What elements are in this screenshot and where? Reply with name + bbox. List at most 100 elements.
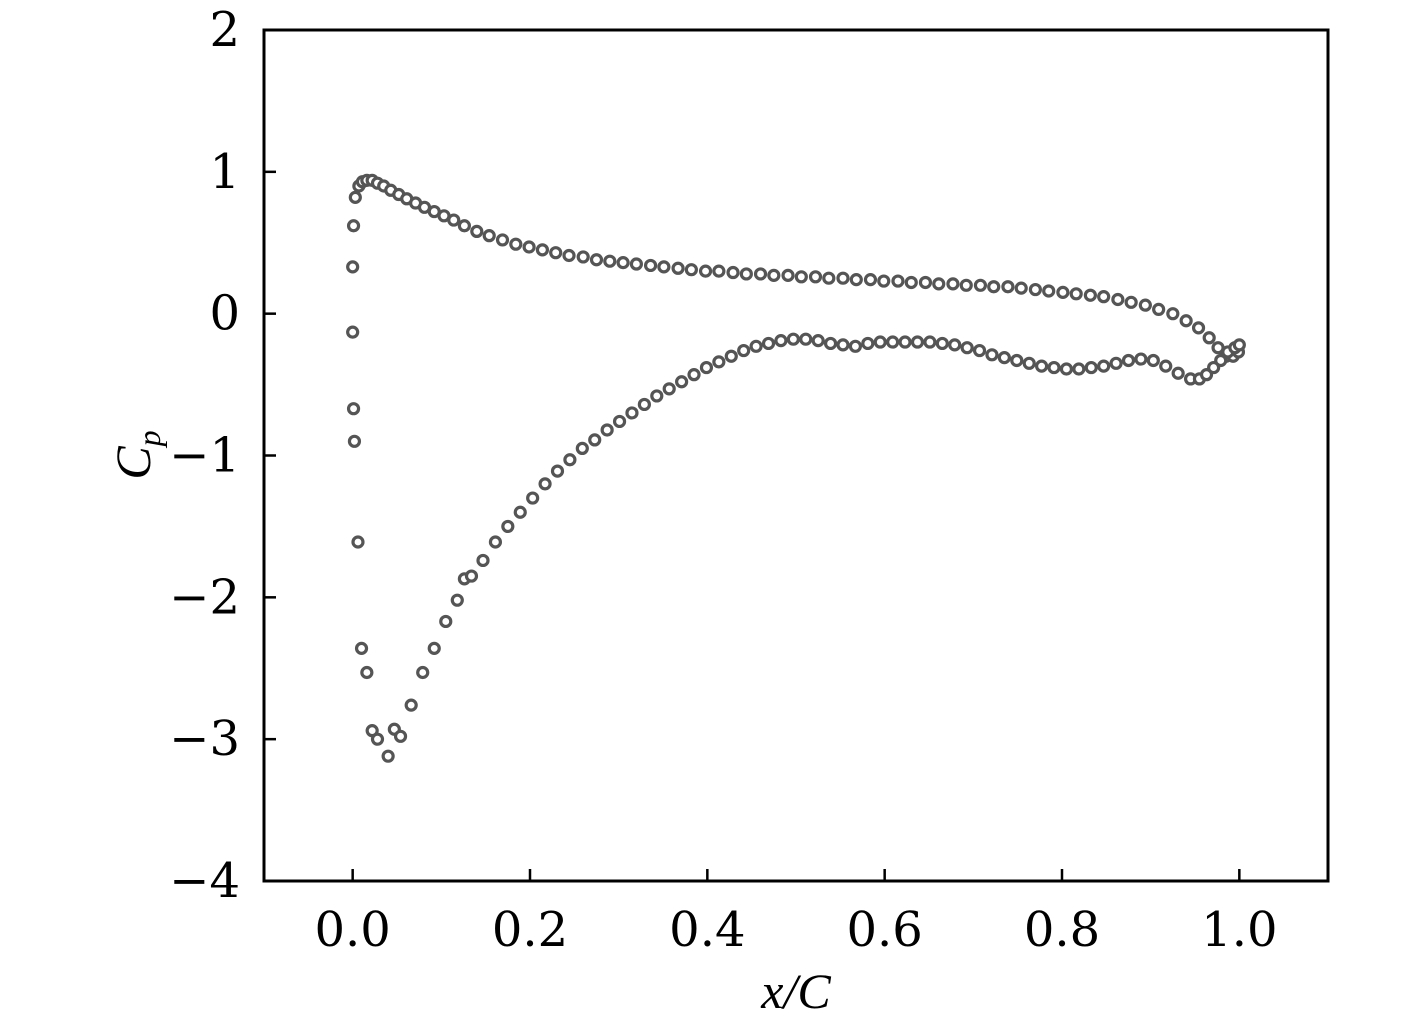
data-point bbox=[370, 732, 385, 746]
data-point bbox=[513, 505, 527, 519]
data-point bbox=[600, 423, 614, 437]
data-point bbox=[808, 270, 823, 284]
data-point bbox=[346, 402, 361, 416]
data-point bbox=[1028, 282, 1043, 297]
data-point bbox=[650, 389, 664, 403]
x-tick-label: 0.8 bbox=[1024, 902, 1100, 958]
data-point bbox=[351, 535, 365, 549]
data-point bbox=[662, 382, 676, 396]
data-point bbox=[1171, 366, 1185, 380]
data-point bbox=[482, 229, 496, 243]
data-point bbox=[1083, 288, 1097, 302]
data-point bbox=[886, 335, 900, 349]
data-point bbox=[488, 535, 503, 549]
data-point bbox=[737, 343, 751, 358]
y-tick-label: −2 bbox=[169, 569, 240, 625]
data-point bbox=[1059, 362, 1074, 376]
data-point bbox=[753, 267, 768, 281]
data-point bbox=[509, 237, 523, 251]
data-point bbox=[724, 349, 738, 363]
data-point bbox=[774, 334, 788, 348]
data-point bbox=[1014, 281, 1028, 295]
data-points bbox=[346, 173, 1246, 763]
data-point bbox=[848, 339, 863, 353]
data-point bbox=[404, 698, 418, 712]
x-axis-ticks: 0.0 0.2 0.4 0.6 0.8 1.0 bbox=[314, 869, 1278, 958]
data-point bbox=[522, 240, 536, 254]
data-point bbox=[985, 348, 999, 362]
data-point bbox=[836, 271, 850, 285]
data-point bbox=[348, 190, 362, 204]
data-point bbox=[910, 335, 925, 349]
data-point bbox=[576, 250, 590, 264]
data-point bbox=[761, 336, 776, 351]
data-point bbox=[781, 268, 795, 282]
data-point bbox=[526, 491, 540, 505]
data-point bbox=[877, 274, 891, 288]
data-point bbox=[360, 665, 374, 680]
data-point bbox=[923, 335, 937, 349]
data-point bbox=[1179, 314, 1193, 328]
data-point bbox=[959, 278, 973, 292]
x-tick-label: 0.4 bbox=[669, 902, 745, 958]
data-point bbox=[470, 224, 484, 239]
data-point bbox=[898, 335, 912, 349]
data-point bbox=[1042, 284, 1056, 298]
data-point bbox=[861, 336, 875, 351]
data-point bbox=[749, 339, 763, 353]
data-point bbox=[973, 278, 988, 292]
x-axis-label: x/C bbox=[760, 963, 831, 1019]
data-point bbox=[1022, 356, 1036, 370]
data-point bbox=[550, 464, 565, 478]
data-point bbox=[1069, 287, 1083, 301]
data-point bbox=[476, 553, 490, 568]
y-tick-label: 1 bbox=[209, 144, 240, 200]
data-point bbox=[904, 275, 918, 290]
data-point bbox=[347, 434, 362, 448]
data-point bbox=[416, 665, 430, 680]
data-point bbox=[1214, 353, 1228, 368]
x-tick-label: 0.0 bbox=[314, 902, 390, 958]
data-point bbox=[1035, 359, 1049, 373]
data-point bbox=[393, 729, 408, 743]
data-point bbox=[346, 325, 360, 339]
data-point bbox=[699, 360, 714, 375]
data-point bbox=[643, 258, 658, 273]
data-point bbox=[987, 280, 1001, 294]
y-axis-label-main: C bbox=[105, 446, 161, 480]
data-point bbox=[1166, 307, 1180, 321]
data-point bbox=[501, 519, 515, 534]
y-axis-ticks: −4 −3 −2 −1 0 1 2 bbox=[169, 2, 276, 909]
data-point bbox=[346, 219, 361, 233]
data-point bbox=[629, 257, 644, 271]
data-point bbox=[603, 254, 617, 268]
data-point bbox=[972, 343, 987, 358]
data-point bbox=[932, 277, 946, 291]
data-point bbox=[1047, 360, 1061, 375]
data-point bbox=[563, 453, 577, 467]
data-point bbox=[997, 351, 1011, 365]
data-point bbox=[616, 256, 630, 270]
data-point bbox=[589, 253, 604, 267]
x-tick-label: 0.6 bbox=[846, 902, 922, 958]
data-point bbox=[1097, 359, 1111, 373]
data-point bbox=[891, 274, 905, 288]
data-point bbox=[671, 261, 685, 275]
y-tick-label: −4 bbox=[169, 853, 240, 909]
y-axis-label-subscript: p bbox=[131, 430, 167, 448]
data-point bbox=[381, 749, 395, 763]
data-point bbox=[1134, 352, 1148, 366]
data-point bbox=[675, 375, 689, 389]
data-point bbox=[1097, 290, 1111, 304]
data-point bbox=[495, 233, 510, 247]
data-point bbox=[1111, 292, 1125, 307]
data-point bbox=[1159, 359, 1173, 373]
data-point bbox=[447, 213, 461, 227]
y-tick-label: 0 bbox=[209, 286, 240, 342]
y-axis-label: Cp bbox=[105, 430, 167, 479]
data-point bbox=[439, 614, 453, 629]
data-point bbox=[863, 273, 878, 287]
data-point bbox=[946, 277, 960, 291]
plot-frame bbox=[262, 28, 1330, 883]
